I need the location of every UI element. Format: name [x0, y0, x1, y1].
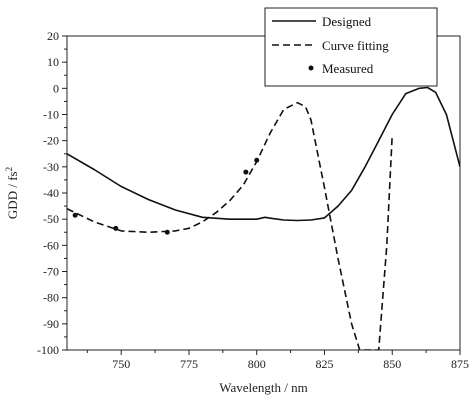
legend-label-curve-fitting: Curve fitting [322, 38, 389, 53]
legend-label-measured: Measured [322, 61, 374, 76]
series-layer [67, 86, 460, 350]
data-point-measured [113, 225, 119, 231]
y-tick-label: -40 [43, 186, 59, 200]
series-line-designed [67, 86, 460, 222]
x-tick-label: 875 [451, 357, 469, 371]
data-point-measured [254, 157, 260, 163]
legend-marker-measured [308, 65, 314, 71]
data-point-measured [164, 229, 170, 235]
y-tick-label: -70 [43, 265, 59, 279]
y-tick-label: -10 [43, 108, 59, 122]
x-tick-label: 850 [383, 357, 401, 371]
y-tick-label: -100 [37, 343, 59, 357]
data-point-measured [72, 212, 78, 218]
y-tick-label: 10 [47, 55, 59, 69]
x-axis-title: Wavelength / nm [219, 380, 308, 395]
y-tick-label: -50 [43, 212, 59, 226]
x-tick-label: 825 [315, 357, 333, 371]
legend: Designed Curve fitting Measured [264, 7, 438, 87]
y-tick-label: 0 [53, 81, 59, 95]
y-tick-label: -90 [43, 317, 59, 331]
x-tick-label: 800 [248, 357, 266, 371]
y-tick-label: 20 [47, 29, 59, 43]
y-tick-label: -20 [43, 134, 59, 148]
y-axis-title-sup: 2 [4, 167, 14, 172]
y-tick-label: -30 [43, 160, 59, 174]
y-tick-label: -60 [43, 238, 59, 252]
y-tick-label: -80 [43, 291, 59, 305]
x-tick-label: 775 [180, 357, 198, 371]
legend-label-designed: Designed [322, 14, 372, 29]
y-axis-title: GDD / fs2 [4, 167, 20, 219]
data-point-measured [243, 169, 249, 175]
x-tick-label: 750 [112, 357, 130, 371]
ticks-layer: 20 10 0 -10 -20 -30 -40 -50 -60 -70 -80 -90 -100 750 7… [37, 29, 469, 371]
y-axis-title-main: GDD / fs [5, 171, 20, 219]
